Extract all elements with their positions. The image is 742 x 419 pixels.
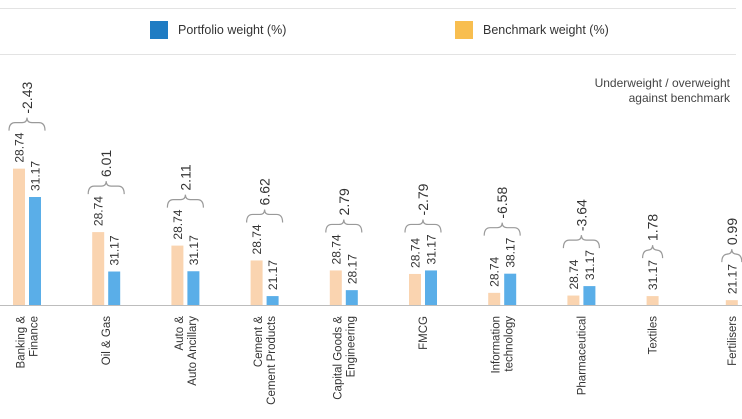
category-label-6-line-1: technology	[504, 316, 516, 372]
category-label-2-line-0: Auto &	[174, 316, 186, 351]
category-label-4-line-1: Engineering	[345, 316, 357, 377]
category-label-3-line-1: Cement Products	[266, 316, 278, 405]
bar-benchmark-2	[171, 245, 184, 305]
annotation-note-line-2: against benchmark	[628, 91, 730, 105]
difference-brace-6	[483, 222, 521, 236]
bar-benchmark-3	[250, 260, 263, 305]
data-label-portfolio-7: 31.17	[583, 250, 597, 280]
legend-swatch-portfolio	[150, 21, 168, 39]
category-label-4-line-0: Capital Goods &	[332, 316, 344, 400]
bar-benchmark-9	[725, 300, 738, 305]
legend-swatch-benchmark	[455, 21, 473, 39]
legend-item-portfolio: Portfolio weight (%)	[150, 20, 286, 40]
category-label-2-line-1: Auto Ancillary	[187, 316, 199, 386]
difference-brace-1	[87, 181, 125, 195]
bar-benchmark-8	[646, 296, 659, 305]
bar-benchmark-0	[13, 168, 25, 305]
data-label-benchmark-5: 28.74	[409, 238, 423, 268]
difference-brace-3	[246, 209, 284, 223]
data-label-portfolio-6: 38.17	[504, 237, 518, 267]
bar-portfolio-3	[266, 296, 279, 305]
category-label-7-line-0: Pharmaceutical	[576, 316, 588, 395]
bar-portfolio-6	[504, 273, 517, 305]
annotation-note: Underweight / overweight against benchma…	[490, 76, 730, 106]
difference-label-4: 2.79	[336, 188, 352, 215]
bar-benchmark-4	[329, 270, 342, 305]
bar-benchmark-5	[409, 273, 421, 305]
data-label-benchmark-8: 31.17	[646, 260, 660, 290]
data-label-portfolio-2: 31.17	[187, 235, 201, 265]
bar-portfolio-0	[29, 197, 41, 305]
difference-brace-4	[325, 219, 363, 233]
legend-label-portfolio: Portfolio weight (%)	[178, 23, 287, 37]
legend-bottom-rule	[0, 54, 736, 55]
difference-label-7: -3.64	[573, 199, 589, 231]
data-label-benchmark-6: 28.74	[488, 256, 502, 286]
annotation-note-line-1: Underweight / overweight	[594, 76, 730, 90]
bar-portfolio-1	[108, 271, 121, 305]
data-label-benchmark-3: 28.74	[250, 224, 264, 254]
bar-benchmark-1	[92, 232, 105, 305]
category-label-5-line-0: FMCG	[418, 316, 430, 350]
data-label-portfolio-4: 28.17	[345, 254, 359, 284]
difference-brace-8	[642, 245, 664, 259]
bar-benchmark-7	[567, 295, 580, 305]
difference-label-8: 1.78	[645, 214, 661, 241]
bar-portfolio-5	[425, 270, 437, 305]
bar-portfolio-2	[187, 271, 200, 305]
difference-label-2: 2.11	[177, 164, 193, 190]
difference-label-9: 0.99	[724, 218, 740, 245]
category-label-6-line-0: Information	[491, 316, 503, 374]
difference-label-5: -2.79	[415, 183, 431, 215]
difference-brace-0	[8, 117, 46, 131]
data-label-benchmark-7: 28.74	[567, 259, 581, 289]
data-label-portfolio-5: 31.17	[425, 234, 439, 264]
category-label-0-line-0: Banking &	[16, 316, 28, 369]
bar-portfolio-7	[583, 286, 596, 305]
category-label-1-line-0: Oil & Gas	[101, 316, 113, 365]
category-label-3-line-0: Cement &	[253, 316, 265, 367]
difference-brace-5	[404, 219, 442, 233]
difference-brace-9	[721, 249, 742, 263]
difference-label-0: -2.43	[19, 82, 35, 114]
data-label-portfolio-1: 31.17	[108, 235, 122, 265]
legend-item-benchmark: Benchmark weight (%)	[455, 20, 609, 40]
data-label-benchmark-2: 28.74	[171, 209, 185, 239]
data-label-benchmark-0: 28.74	[13, 132, 27, 162]
difference-label-1: 6.01	[98, 150, 114, 177]
data-label-portfolio-3: 21.17	[266, 260, 280, 290]
difference-label-3: 6.62	[257, 178, 273, 205]
difference-brace-7	[562, 235, 600, 249]
category-label-9-line-0: Fertilisers	[727, 316, 739, 366]
category-label-0-line-1: Finance	[29, 316, 41, 357]
category-label-8-line-0: Textiles	[648, 316, 660, 355]
bar-benchmark-6	[488, 292, 501, 305]
difference-brace-2	[166, 194, 204, 208]
data-label-benchmark-1: 28.74	[92, 196, 106, 226]
difference-label-6: -6.58	[494, 187, 510, 219]
data-label-benchmark-4: 28.74	[329, 234, 343, 264]
legend-label-benchmark: Benchmark weight (%)	[483, 23, 609, 37]
legend-top-rule	[0, 8, 736, 9]
data-label-portfolio-0: 31.17	[29, 161, 43, 191]
data-label-benchmark-9: 21.17	[725, 264, 739, 294]
bar-portfolio-4	[345, 290, 358, 305]
